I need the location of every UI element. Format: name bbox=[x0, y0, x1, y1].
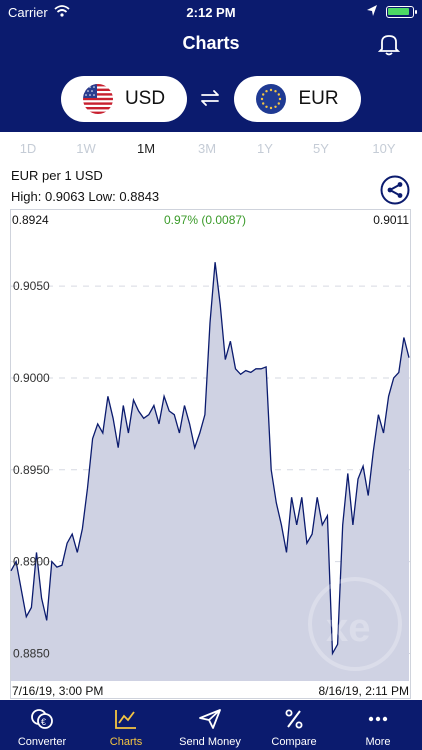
y-tick-label: 0.9000 bbox=[13, 371, 50, 385]
tabbar-label: Charts bbox=[109, 736, 143, 748]
status-bar: Carrier 2:12 PM bbox=[0, 0, 422, 24]
percent-icon bbox=[285, 709, 303, 729]
share-icon[interactable] bbox=[380, 175, 410, 205]
close-rate: 0.9011 bbox=[373, 213, 409, 227]
tab-1y[interactable]: 1Y bbox=[257, 141, 273, 156]
tabbar-label: Compare bbox=[271, 736, 317, 748]
tabbar-more[interactable]: More bbox=[336, 700, 420, 750]
y-tick-label: 0.8850 bbox=[13, 646, 50, 660]
rate-area bbox=[11, 262, 409, 681]
swap-icon[interactable] bbox=[199, 88, 221, 108]
tab-10y[interactable]: 10Y bbox=[372, 141, 396, 156]
tabbar-label: Send Money bbox=[179, 736, 241, 748]
y-tick-label: 0.8900 bbox=[13, 555, 50, 569]
to-currency-code: EUR bbox=[298, 88, 339, 109]
tab-3m[interactable]: 3M bbox=[197, 141, 217, 156]
from-currency-code: USD bbox=[124, 88, 166, 109]
x-start-label: 7/16/19, 3:00 PM bbox=[12, 684, 104, 698]
pair-label: EUR per 1 USD bbox=[11, 168, 103, 183]
wifi-icon bbox=[54, 5, 70, 17]
from-currency-button[interactable]: USD bbox=[61, 76, 187, 122]
tab-bar: € Converter Charts Send Money Compare Mo… bbox=[0, 700, 422, 750]
tabbar-label: More bbox=[365, 736, 391, 748]
change-label: 0.97% (0.0087) bbox=[164, 213, 247, 227]
location-icon bbox=[367, 5, 377, 16]
rate-chart[interactable]: 0.9050 0.9000 0.8950 0.8900 0.8850 xe bbox=[10, 209, 411, 699]
bell-icon[interactable] bbox=[378, 32, 400, 56]
tab-1w[interactable]: 1W bbox=[76, 141, 96, 156]
tab-1d[interactable]: 1D bbox=[19, 141, 37, 156]
open-rate: 0.8924 bbox=[12, 213, 49, 227]
tabbar-charts[interactable]: Charts bbox=[84, 700, 168, 750]
status-time: 2:12 PM bbox=[186, 5, 236, 20]
tabbar-compare[interactable]: Compare bbox=[252, 700, 336, 750]
tab-1m[interactable]: 1M bbox=[136, 141, 156, 156]
rate-line bbox=[10, 262, 410, 656]
xe-watermark-icon: xe bbox=[308, 577, 402, 671]
to-currency-button[interactable]: EUR bbox=[234, 76, 361, 122]
us-flag-icon bbox=[82, 84, 113, 114]
x-end-label: 8/16/19, 2:11 PM bbox=[318, 684, 409, 698]
more-icon bbox=[368, 716, 388, 722]
y-tick-label: 0.9050 bbox=[13, 279, 50, 293]
battery-icon bbox=[386, 6, 417, 18]
header: Carrier 2:12 PM Charts USD EUR bbox=[0, 0, 422, 132]
tabbar-converter[interactable]: € Converter bbox=[0, 700, 84, 750]
page-title: Charts bbox=[182, 33, 240, 53]
tabbar-label: Converter bbox=[17, 736, 67, 748]
high-low-label: High: 0.9063 Low: 0.8843 bbox=[11, 189, 160, 204]
carrier-label: Carrier bbox=[8, 5, 48, 20]
y-tick-label: 0.8950 bbox=[13, 463, 50, 477]
tab-5y[interactable]: 5Y bbox=[313, 141, 329, 156]
send-icon bbox=[199, 709, 221, 729]
charts-icon bbox=[115, 710, 136, 729]
range-tabs: 1D 1W 1M 3M 1Y 5Y 10Y bbox=[0, 141, 422, 161]
converter-icon: € bbox=[31, 709, 53, 729]
eu-flag-icon bbox=[256, 84, 287, 114]
tabbar-send-money[interactable]: Send Money bbox=[168, 700, 252, 750]
svg-text:€: € bbox=[41, 717, 46, 727]
svg-text:xe: xe bbox=[326, 606, 371, 650]
